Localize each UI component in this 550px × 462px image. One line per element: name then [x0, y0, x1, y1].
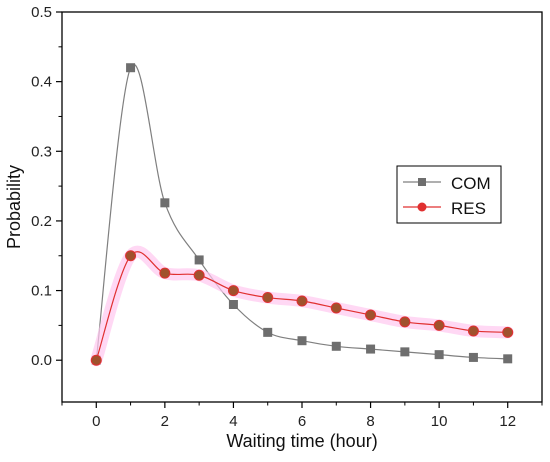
x-tick-label: 10 [431, 413, 448, 430]
res-point [330, 302, 342, 314]
legend-com-marker [418, 178, 426, 186]
res-point [467, 325, 479, 337]
res-point [502, 326, 514, 338]
y-tick-label: 0.1 [31, 283, 52, 300]
y-tick-label: 0.3 [31, 143, 52, 160]
com-point [400, 347, 410, 357]
com-point [126, 63, 136, 73]
res-point [159, 267, 171, 279]
legend-com-label: COM [451, 174, 491, 193]
x-tick-label: 6 [298, 413, 306, 430]
com-point [331, 341, 341, 351]
com-point [297, 336, 307, 346]
legend-res-label: RES [451, 199, 486, 218]
y-tick-label: 0.4 [31, 74, 52, 91]
com-point [503, 354, 513, 364]
res-point [433, 319, 445, 331]
res-point [399, 316, 411, 328]
res-point [193, 269, 205, 281]
res-point [227, 285, 239, 297]
com-point [160, 198, 170, 208]
x-axis-title: Waiting time (hour) [226, 431, 377, 451]
res-point [296, 295, 308, 307]
x-tick-label: 0 [92, 413, 100, 430]
com-point [228, 300, 238, 309]
x-tick-label: 12 [499, 413, 516, 430]
res-point [125, 250, 137, 262]
x-tick-label: 4 [229, 413, 237, 430]
com-point [468, 352, 478, 362]
res-point [262, 292, 274, 304]
legend-box [396, 165, 502, 224]
series-res [90, 245, 514, 367]
res-point [365, 309, 377, 321]
com-point [194, 255, 204, 265]
y-tick-label: 0.2 [31, 213, 52, 230]
legend-res-marker [417, 202, 427, 212]
y-axis-title: Probability [4, 165, 24, 249]
com-point [263, 327, 273, 337]
com-point [366, 344, 376, 354]
com-point [434, 350, 444, 360]
res-point [90, 354, 102, 366]
y-tick-label: 0.5 [31, 4, 52, 21]
legend: COM RES [396, 165, 502, 224]
y-tick-label: 0.0 [31, 352, 52, 369]
x-tick-label: 2 [161, 413, 169, 430]
x-tick-label: 8 [366, 413, 374, 430]
